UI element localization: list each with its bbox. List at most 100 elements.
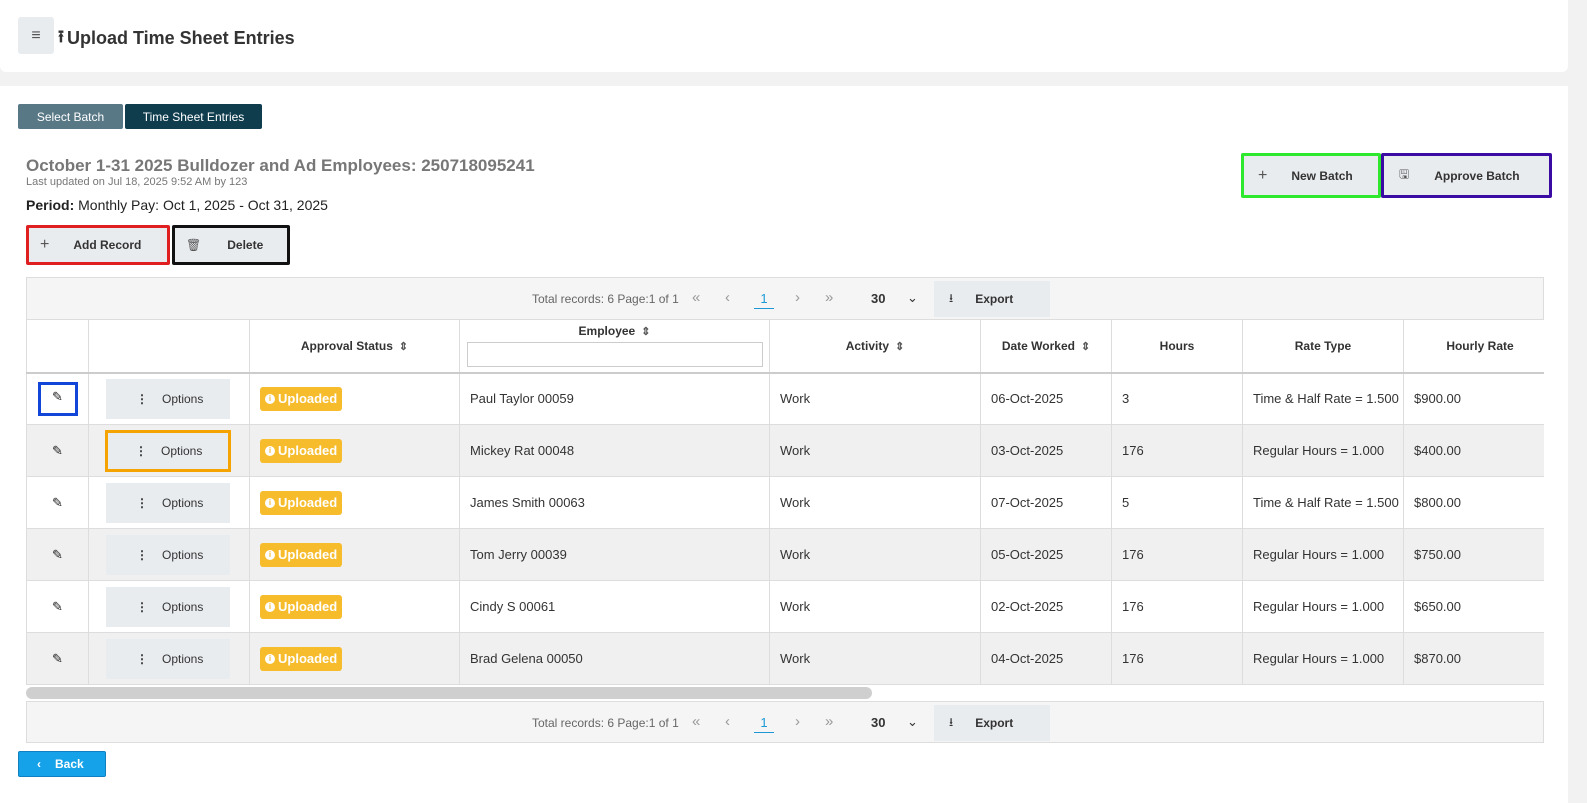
download-icon: ⭳ [949,714,954,729]
options-button[interactable]: ⋮ Options [106,378,230,419]
status-badge: i Uploaded [260,542,343,567]
header-approval-status[interactable]: Approval Status ⇕ [249,319,460,374]
prev-page-icon[interactable]: ‹ [725,713,730,730]
delete-button[interactable]: 🗑 Delete [172,225,290,265]
rate-type-cell: Regular Hours = 1.000 [1242,632,1404,685]
entries-table-container: Approval Status ⇕ Employee ⇕ Activity ⇕ Dat… [26,319,1544,687]
page-number[interactable]: 1 [754,715,774,733]
export-button[interactable]: ⭳ Export [934,281,1050,317]
approval-status-cell: i Uploaded [249,632,460,685]
header-date-worked[interactable]: Date Worked ⇕ [980,319,1112,374]
back-button[interactable]: ‹ Back [18,751,106,777]
edit-pencil-icon[interactable]: ✎ [52,598,63,614]
edit-pencil-icon[interactable]: ✎ [37,381,78,416]
header-rate-type: Rate Type [1242,319,1404,374]
trash-icon: 🗑 [186,238,202,252]
batch-last-updated: Last updated on Jul 18, 2025 9:52 AM by … [26,176,248,188]
rate-type-cell: Regular Hours = 1.000 [1242,528,1404,581]
options-button[interactable]: ⋮ Options [106,638,230,679]
save-icon: 🖫 [1399,167,1410,181]
options-button[interactable]: ⋮ Options [106,586,230,627]
approval-status-cell: i Uploaded [249,372,460,425]
chevron-down-icon[interactable]: ⌄ [907,714,918,729]
edit-pencil-icon[interactable]: ✎ [52,494,63,510]
approval-status-cell: i Uploaded [249,424,460,477]
date-worked-cell: 05-Oct-2025 [980,528,1112,581]
tab-select-batch[interactable]: Select Batch [18,104,123,129]
employee-cell: Cindy S 00061 [459,580,770,633]
sort-icon[interactable]: ⇕ [641,326,651,338]
page-number[interactable]: 1 [754,291,774,309]
horizontal-scrollbar[interactable] [26,687,872,699]
rate-type-cell: Regular Hours = 1.000 [1242,424,1404,477]
info-icon: i [265,653,275,664]
header-options [88,319,250,374]
tab-time-sheet-entries[interactable]: Time Sheet Entries [125,104,262,129]
status-badge: i Uploaded [260,386,343,411]
date-worked-cell: 06-Oct-2025 [980,372,1112,425]
header-activity[interactable]: Activity ⇕ [769,319,981,374]
edit-cell: ✎ [26,632,89,685]
options-label: Options [162,599,204,614]
rate-type-cell: Regular Hours = 1.000 [1242,580,1404,633]
add-record-button[interactable]: + Add Record [26,225,170,265]
sort-icon[interactable]: ⇕ [1080,340,1091,353]
vertical-dots-icon: ⋮ [136,391,148,406]
prev-page-icon[interactable]: ‹ [725,289,730,306]
hamburger-menu-icon[interactable]: ≡ [18,17,54,54]
activity-cell: Work [769,372,981,425]
status-label: Uploaded [278,443,338,458]
period-label: Period: [26,197,75,213]
new-batch-button[interactable]: + New Batch [1241,153,1381,198]
chevron-down-icon[interactable]: ⌄ [907,290,918,305]
employee-cell: Paul Taylor 00059 [459,372,770,425]
pager-info: Total records: 6 Page:1 of 1 [532,716,679,730]
sort-icon[interactable]: ⇕ [895,340,905,353]
status-badge: i Uploaded [260,594,343,619]
status-label: Uploaded [278,495,338,510]
options-label: Options [162,651,204,666]
next-page-icon[interactable]: › [795,713,800,730]
options-cell: ⋮ Options [88,528,250,581]
page-size-select[interactable]: 30 [871,715,886,730]
table-row: ✎ ⋮ Options i Uploaded Mickey Rat 00048 Work 03… [26,424,1544,477]
last-page-icon[interactable]: » [825,289,834,306]
header-employee[interactable]: Employee ⇕ [459,319,770,374]
table-row: ✎ ⋮ Options i Uploaded Paul Taylor 00059 Work 0… [26,372,1544,425]
next-page-icon[interactable]: › [795,289,800,306]
vertical-dots-icon: ⋮ [136,651,148,666]
header-approval-status-label: Approval Status [300,338,393,353]
options-button[interactable]: ⋮ Options [106,482,230,523]
approval-status-cell: i Uploaded [249,580,460,633]
export-button[interactable]: ⭳ Export [934,705,1050,741]
vertical-dots-icon: ⋮ [136,495,148,510]
edit-pencil-icon[interactable]: ✎ [52,650,63,666]
hourly-rate-cell: $900.00 [1403,372,1544,425]
date-worked-cell: 07-Oct-2025 [980,476,1112,529]
pager-top: Total records: 6 Page:1 of 1 « ‹ 1 › » 3… [26,277,1544,319]
info-icon: i [265,393,275,404]
edit-pencil-icon[interactable]: ✎ [52,442,63,458]
page-size-select[interactable]: 30 [871,291,886,306]
chevron-left-icon: ‹ [37,757,41,771]
batch-title: October 1-31 2025 Bulldozer and Ad Emplo… [26,156,535,175]
edit-pencil-icon[interactable]: ✎ [52,546,63,562]
export-label: Export [975,716,1014,730]
rate-type-cell: Time & Half Rate = 1.500 [1242,476,1404,529]
approve-batch-button[interactable]: 🖫 Approve Batch [1381,153,1552,198]
sort-icon[interactable]: ⇕ [398,340,409,353]
delete-label: Delete [227,238,264,252]
edit-cell: ✎ [26,476,89,529]
last-page-icon[interactable]: » [825,713,834,730]
date-worked-cell: 02-Oct-2025 [980,580,1112,633]
options-button[interactable]: ⋮ Options [106,534,230,575]
options-label: Options [161,443,203,458]
employee-filter-input[interactable] [466,342,763,367]
pager-info: Total records: 6 Page:1 of 1 [532,292,679,306]
hours-cell: 176 [1111,580,1243,633]
options-button[interactable]: ⋮ Options [105,429,231,472]
status-badge: i Uploaded [260,490,343,515]
first-page-icon[interactable]: « [692,713,701,730]
activity-cell: Work [769,476,981,529]
first-page-icon[interactable]: « [692,289,701,306]
